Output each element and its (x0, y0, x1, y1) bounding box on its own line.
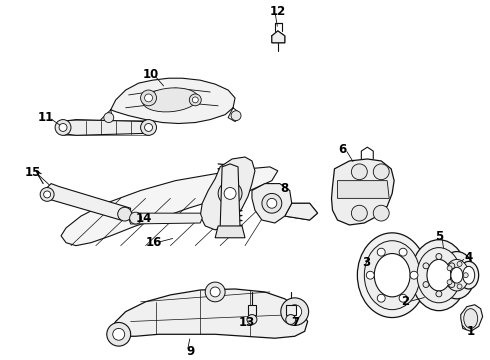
Text: 9: 9 (186, 345, 195, 357)
Polygon shape (332, 159, 394, 225)
Polygon shape (43, 184, 131, 220)
Circle shape (145, 123, 152, 131)
Circle shape (351, 164, 368, 180)
Text: 4: 4 (465, 251, 473, 264)
Text: 8: 8 (281, 182, 289, 195)
Text: 12: 12 (270, 5, 286, 18)
Circle shape (457, 261, 462, 266)
Circle shape (210, 287, 220, 297)
Text: 15: 15 (25, 166, 41, 179)
Text: 1: 1 (466, 325, 475, 338)
Circle shape (351, 205, 368, 221)
Circle shape (218, 182, 242, 205)
Ellipse shape (464, 309, 478, 328)
Ellipse shape (459, 261, 479, 289)
Ellipse shape (411, 240, 467, 311)
Circle shape (262, 193, 282, 213)
Circle shape (224, 188, 236, 199)
Circle shape (410, 271, 418, 279)
Circle shape (247, 315, 257, 324)
Text: 3: 3 (362, 256, 370, 269)
Polygon shape (61, 167, 278, 246)
Circle shape (107, 323, 131, 346)
Polygon shape (56, 120, 152, 135)
Polygon shape (129, 213, 202, 224)
Circle shape (423, 263, 429, 269)
Circle shape (267, 198, 277, 208)
Text: 16: 16 (146, 236, 162, 249)
Ellipse shape (357, 233, 427, 318)
Circle shape (457, 284, 462, 289)
Circle shape (113, 328, 124, 340)
Circle shape (118, 207, 132, 221)
Circle shape (205, 282, 225, 302)
Polygon shape (248, 305, 256, 315)
Circle shape (463, 273, 468, 278)
Circle shape (141, 90, 156, 106)
Text: 11: 11 (38, 111, 54, 124)
Circle shape (288, 305, 302, 319)
Polygon shape (286, 305, 295, 315)
Ellipse shape (445, 260, 469, 291)
Circle shape (145, 94, 152, 102)
Polygon shape (285, 203, 318, 220)
Circle shape (104, 113, 114, 122)
Circle shape (447, 266, 452, 271)
Circle shape (40, 188, 54, 201)
Ellipse shape (365, 241, 420, 310)
Text: 5: 5 (435, 230, 443, 243)
Circle shape (44, 191, 50, 198)
Ellipse shape (417, 248, 461, 303)
Circle shape (141, 120, 156, 135)
Circle shape (436, 291, 442, 297)
Circle shape (192, 97, 198, 103)
Circle shape (399, 248, 407, 256)
Circle shape (189, 94, 201, 106)
Polygon shape (272, 31, 285, 43)
Circle shape (55, 120, 71, 135)
Ellipse shape (451, 267, 463, 283)
Text: 13: 13 (239, 316, 255, 329)
Circle shape (130, 212, 142, 224)
Polygon shape (111, 78, 235, 123)
Text: 10: 10 (143, 68, 159, 81)
Circle shape (281, 298, 309, 325)
Circle shape (449, 263, 455, 269)
Circle shape (447, 280, 452, 285)
Circle shape (399, 294, 407, 302)
Polygon shape (461, 305, 483, 331)
Text: 6: 6 (338, 143, 346, 156)
Circle shape (373, 164, 389, 180)
Ellipse shape (374, 253, 410, 297)
Polygon shape (200, 157, 255, 230)
Polygon shape (252, 184, 292, 223)
Text: 7: 7 (292, 316, 300, 329)
Text: 2: 2 (401, 295, 409, 308)
Circle shape (59, 123, 67, 131)
Polygon shape (215, 226, 245, 238)
Circle shape (373, 205, 389, 221)
Circle shape (377, 294, 385, 302)
Text: 14: 14 (135, 212, 152, 225)
Polygon shape (109, 289, 308, 338)
Circle shape (286, 315, 295, 324)
Circle shape (436, 253, 442, 260)
Circle shape (231, 111, 241, 121)
Polygon shape (220, 164, 240, 235)
Ellipse shape (427, 260, 451, 291)
Ellipse shape (439, 252, 475, 299)
Circle shape (423, 282, 429, 288)
Circle shape (377, 248, 385, 256)
Ellipse shape (463, 266, 475, 284)
Circle shape (367, 271, 374, 279)
Polygon shape (338, 181, 389, 198)
Ellipse shape (143, 88, 198, 112)
Circle shape (449, 282, 455, 288)
